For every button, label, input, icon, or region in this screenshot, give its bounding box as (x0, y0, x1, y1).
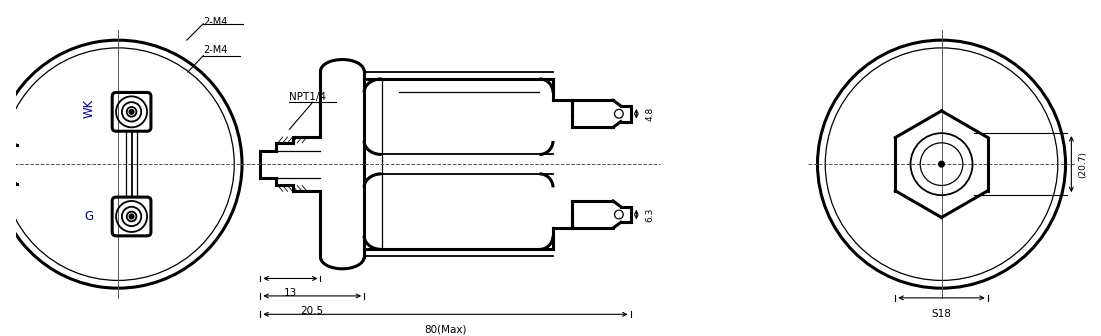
Text: 4.8: 4.8 (645, 107, 654, 121)
Text: 20.5: 20.5 (301, 306, 324, 316)
Text: 80(Max): 80(Max) (424, 324, 467, 334)
Text: 6.3: 6.3 (645, 207, 654, 222)
Text: WK: WK (83, 98, 96, 118)
Text: G: G (85, 210, 94, 223)
Circle shape (129, 110, 134, 114)
Circle shape (129, 214, 134, 219)
Text: 13: 13 (284, 288, 297, 298)
Text: 2-M4: 2-M4 (204, 45, 228, 55)
Text: NPT1/4: NPT1/4 (290, 92, 327, 102)
Text: 2-M4: 2-M4 (204, 17, 228, 27)
Text: S18: S18 (931, 308, 951, 319)
Circle shape (939, 161, 945, 167)
Text: (20.7): (20.7) (1079, 151, 1088, 178)
